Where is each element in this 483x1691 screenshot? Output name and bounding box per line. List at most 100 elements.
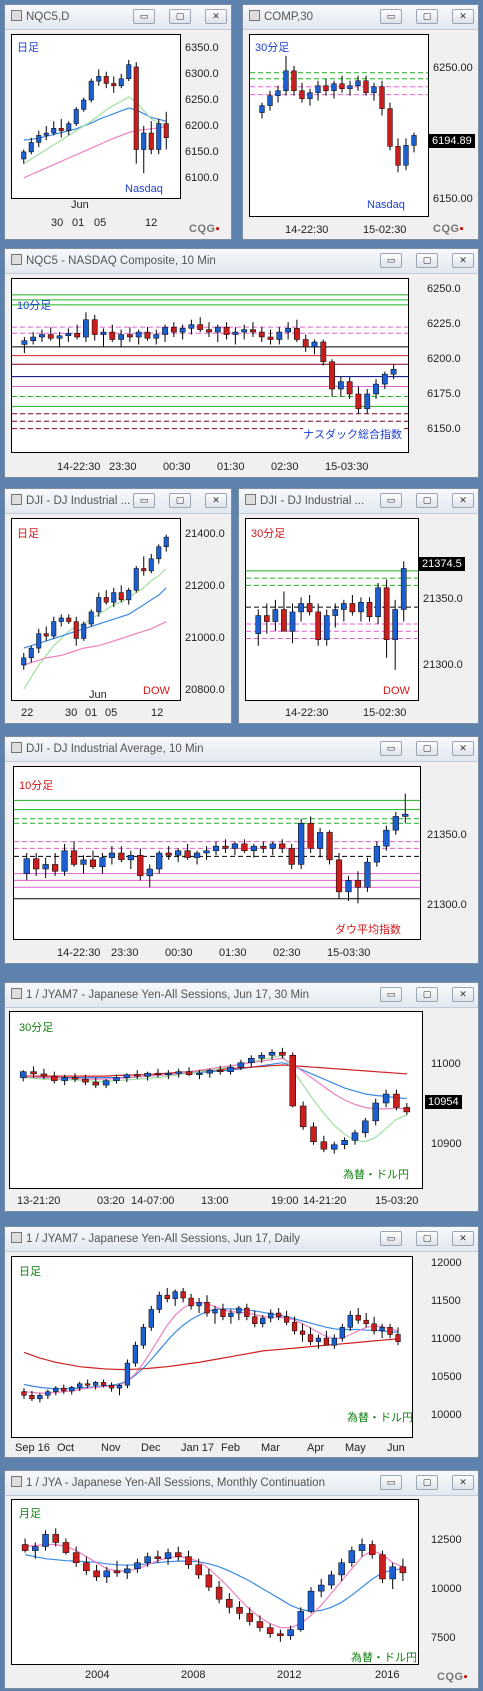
candle-body bbox=[411, 135, 417, 146]
maximize-button[interactable]: ▢ bbox=[169, 493, 191, 508]
candle-body bbox=[45, 1391, 51, 1396]
window-titlebar[interactable]: DJI - DJ Industrial ... ▭ ▢ ✕ bbox=[5, 489, 231, 514]
window-icon bbox=[245, 494, 256, 505]
window-titlebar[interactable]: COMP,30 ▭ ▢ ✕ bbox=[243, 5, 478, 30]
window-titlebar[interactable]: 1 / JYA - Japanese Yen-All Sessions, Mon… bbox=[5, 1471, 478, 1496]
candle-body bbox=[371, 1323, 377, 1332]
close-button[interactable]: ✕ bbox=[452, 987, 474, 1002]
chart-plot-area[interactable] bbox=[245, 518, 419, 701]
candle-body bbox=[103, 1570, 111, 1578]
timeframe-label: 日足 bbox=[17, 528, 39, 540]
minimize-button[interactable]: ▭ bbox=[380, 1231, 402, 1246]
maximize-button[interactable]: ▢ bbox=[416, 987, 438, 1002]
candle-body bbox=[37, 1395, 43, 1400]
y-tick-label: 7500 bbox=[431, 1632, 456, 1644]
chart-plot-area[interactable] bbox=[9, 1011, 423, 1189]
candle-body bbox=[231, 843, 239, 849]
moving-average-line bbox=[23, 621, 167, 666]
maximize-button[interactable]: ▢ bbox=[416, 9, 438, 24]
minimize-button[interactable]: ▭ bbox=[133, 9, 155, 24]
chart-window-nqc5-10min[interactable]: NQC5 - NASDAQ Composite, 10 Min ▭ ▢ ✕ 10… bbox=[4, 248, 479, 478]
close-button[interactable]: ✕ bbox=[452, 741, 474, 756]
chart-window-jyam7-30[interactable]: 1 / JYAM7 - Japanese Yen-All Sessions, J… bbox=[4, 982, 479, 1212]
candle-body bbox=[268, 1312, 274, 1319]
window-titlebar[interactable]: 1 / JYAM7 - Japanese Yen-All Sessions, J… bbox=[5, 983, 478, 1008]
minimize-button[interactable]: ▭ bbox=[380, 493, 402, 508]
candle-body bbox=[307, 92, 313, 99]
candle-body bbox=[33, 858, 40, 870]
window-titlebar[interactable]: NQC5,D ▭ ▢ ✕ bbox=[5, 5, 231, 30]
candle-body bbox=[126, 589, 132, 601]
minimize-button[interactable]: ▭ bbox=[380, 987, 402, 1002]
maximize-button[interactable]: ▢ bbox=[169, 9, 191, 24]
candle-body bbox=[341, 603, 347, 610]
minimize-button[interactable]: ▭ bbox=[380, 741, 402, 756]
chart-plot-area[interactable] bbox=[11, 1256, 413, 1438]
minimize-button[interactable]: ▭ bbox=[380, 1475, 402, 1490]
x-tick-label: Feb bbox=[221, 1442, 240, 1454]
maximize-button[interactable]: ▢ bbox=[416, 1231, 438, 1246]
chart-plot-area[interactable] bbox=[11, 34, 181, 199]
window-titlebar[interactable]: DJI - DJ Industrial ... ▭ ▢ ✕ bbox=[239, 489, 478, 514]
candle-body bbox=[118, 852, 125, 861]
chart-window-comp30[interactable]: COMP,30 ▭ ▢ ✕ 30分足 Nasdaq 6250.00 6194.8… bbox=[242, 4, 479, 240]
candle-body bbox=[66, 123, 72, 131]
candle-body bbox=[148, 132, 154, 150]
candle-body bbox=[65, 333, 72, 337]
chart-window-jya-monthly[interactable]: 1 / JYA - Japanese Yen-All Sessions, Mon… bbox=[4, 1470, 479, 1689]
candle-body bbox=[212, 845, 220, 851]
candle-body bbox=[373, 845, 380, 863]
candle-body bbox=[346, 381, 353, 395]
window-titlebar[interactable]: NQC5 - NASDAQ Composite, 10 Min ▭ ▢ ✕ bbox=[5, 249, 478, 274]
x-sublabel: Jun bbox=[71, 199, 89, 211]
chart-window-dji-10min[interactable]: DJI - DJ Industrial Average, 10 Min ▭ ▢ … bbox=[4, 736, 479, 964]
close-button[interactable]: ✕ bbox=[452, 493, 474, 508]
candle-body bbox=[383, 829, 390, 847]
maximize-button[interactable]: ▢ bbox=[416, 493, 438, 508]
chart-plot-area[interactable] bbox=[13, 766, 421, 940]
candle-body bbox=[383, 587, 390, 640]
candlestick-chart bbox=[250, 55, 428, 173]
close-button[interactable]: ✕ bbox=[452, 1475, 474, 1490]
window-titlebar[interactable]: 1 / JYAM7 - Japanese Yen-All Sessions, J… bbox=[5, 1227, 478, 1252]
candle-body bbox=[258, 331, 265, 338]
chart-window-nqc5-daily[interactable]: NQC5,D ▭ ▢ ✕ 日足 Nasdaq 6350.0 6300.0 625… bbox=[4, 4, 232, 240]
chart-plot-area[interactable] bbox=[11, 518, 181, 701]
minimize-button[interactable]: ▭ bbox=[133, 493, 155, 508]
window-titlebar[interactable]: DJI - DJ Industrial Average, 10 Min ▭ ▢ … bbox=[5, 737, 478, 762]
window-icon bbox=[11, 742, 22, 753]
minimize-button[interactable]: ▭ bbox=[380, 253, 402, 268]
candle-body bbox=[141, 568, 147, 572]
maximize-button[interactable]: ▢ bbox=[416, 253, 438, 268]
candle-body bbox=[369, 1544, 376, 1555]
close-button[interactable]: ✕ bbox=[452, 1231, 474, 1246]
chart-plot-area[interactable] bbox=[11, 1499, 419, 1665]
chart-plot-area[interactable] bbox=[249, 34, 429, 217]
close-button[interactable]: ✕ bbox=[452, 253, 474, 268]
close-button[interactable]: ✕ bbox=[205, 9, 227, 24]
moving-average-line bbox=[24, 1554, 403, 1613]
minimize-button[interactable]: ▭ bbox=[380, 9, 402, 24]
candle-body bbox=[299, 1105, 307, 1128]
y-tick-label: 6300.0 bbox=[185, 68, 219, 80]
candle-body bbox=[73, 109, 79, 124]
candle-body bbox=[134, 1562, 141, 1570]
candle-body bbox=[126, 334, 133, 338]
timeframe-label: 月足 bbox=[19, 1508, 41, 1520]
candle-body bbox=[264, 615, 270, 622]
maximize-button[interactable]: ▢ bbox=[416, 741, 438, 756]
chart-window-dji-daily[interactable]: DJI - DJ Industrial ... ▭ ▢ ✕ 日足 DOW 214… bbox=[4, 488, 232, 724]
candle-body bbox=[246, 1613, 253, 1622]
maximize-button[interactable]: ▢ bbox=[416, 1475, 438, 1490]
chart-window-dji-30[interactable]: DJI - DJ Industrial ... ▭ ▢ ✕ 30分足 DOW 2… bbox=[238, 488, 479, 724]
chart-plot-area[interactable] bbox=[11, 278, 409, 453]
candle-body bbox=[40, 1073, 48, 1077]
chart-window-jyam7-daily[interactable]: 1 / JYAM7 - Japanese Yen-All Sessions, J… bbox=[4, 1226, 479, 1458]
candle-body bbox=[156, 1294, 162, 1310]
close-button[interactable]: ✕ bbox=[205, 493, 227, 508]
x-tick-label: 12 bbox=[151, 707, 164, 719]
x-tick-label: 01 bbox=[85, 707, 98, 719]
timeframe-label: 日足 bbox=[19, 1266, 41, 1278]
close-button[interactable]: ✕ bbox=[452, 9, 474, 24]
candle-body bbox=[61, 1077, 68, 1081]
